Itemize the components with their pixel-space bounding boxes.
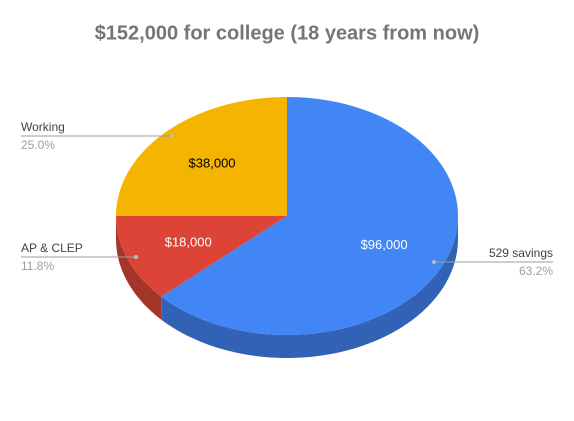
slice-side xyxy=(116,216,162,320)
slice xyxy=(116,216,287,297)
percent-label: 25.0% xyxy=(21,138,55,152)
percent-label: 11.8% xyxy=(21,259,54,273)
value-label: $18,000 xyxy=(165,234,212,249)
chart-title: $152,000 for college (18 years from now) xyxy=(95,22,480,44)
slice-side xyxy=(161,216,458,358)
slice xyxy=(116,97,287,216)
callout-dot xyxy=(134,255,138,259)
slice xyxy=(161,97,458,335)
legend-label: 529 savings xyxy=(489,246,553,260)
value-label: $96,000 xyxy=(361,237,408,252)
value-label: $38,000 xyxy=(189,155,236,170)
callout-dot xyxy=(432,260,436,264)
legend-label: Working xyxy=(21,120,65,134)
legend-label: AP & CLEP xyxy=(21,241,83,255)
callout-dot xyxy=(170,134,174,138)
percent-label: 63.2% xyxy=(519,264,553,278)
